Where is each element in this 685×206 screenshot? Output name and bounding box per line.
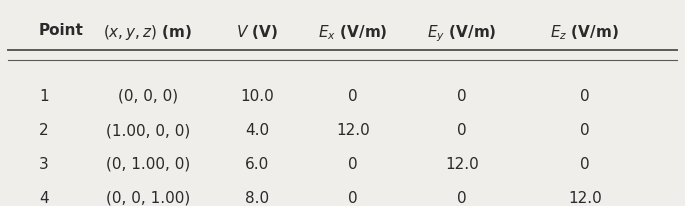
Text: $E_y$ (V/m): $E_y$ (V/m) xyxy=(427,23,497,44)
Text: 0: 0 xyxy=(580,89,590,104)
Text: 0: 0 xyxy=(457,89,466,104)
Text: 0: 0 xyxy=(348,157,358,172)
Text: 4: 4 xyxy=(39,191,49,206)
Text: 0: 0 xyxy=(580,157,590,172)
Text: 1: 1 xyxy=(39,89,49,104)
Text: Point: Point xyxy=(39,23,84,38)
Text: 2: 2 xyxy=(39,123,49,138)
Text: $V$ (V): $V$ (V) xyxy=(236,23,278,41)
Text: $E_z$ (V/m): $E_z$ (V/m) xyxy=(550,23,619,42)
Text: 0: 0 xyxy=(457,191,466,206)
Text: 12.0: 12.0 xyxy=(336,123,370,138)
Text: (0, 1.00, 0): (0, 1.00, 0) xyxy=(106,157,190,172)
Text: 8.0: 8.0 xyxy=(245,191,269,206)
Text: 12.0: 12.0 xyxy=(445,157,479,172)
Text: (0, 0, 0): (0, 0, 0) xyxy=(118,89,178,104)
Text: 6.0: 6.0 xyxy=(245,157,269,172)
Text: (1.00, 0, 0): (1.00, 0, 0) xyxy=(106,123,190,138)
Text: (0, 0, 1.00): (0, 0, 1.00) xyxy=(106,191,190,206)
Text: $(x, y, z)$ (m): $(x, y, z)$ (m) xyxy=(103,23,192,42)
Text: 0: 0 xyxy=(348,191,358,206)
Text: 0: 0 xyxy=(580,123,590,138)
Text: 4.0: 4.0 xyxy=(245,123,269,138)
Text: 3: 3 xyxy=(39,157,49,172)
Text: 0: 0 xyxy=(348,89,358,104)
Text: 0: 0 xyxy=(457,123,466,138)
Text: $E_x$ (V/m): $E_x$ (V/m) xyxy=(318,23,388,42)
Text: 10.0: 10.0 xyxy=(240,89,274,104)
Text: 12.0: 12.0 xyxy=(568,191,601,206)
